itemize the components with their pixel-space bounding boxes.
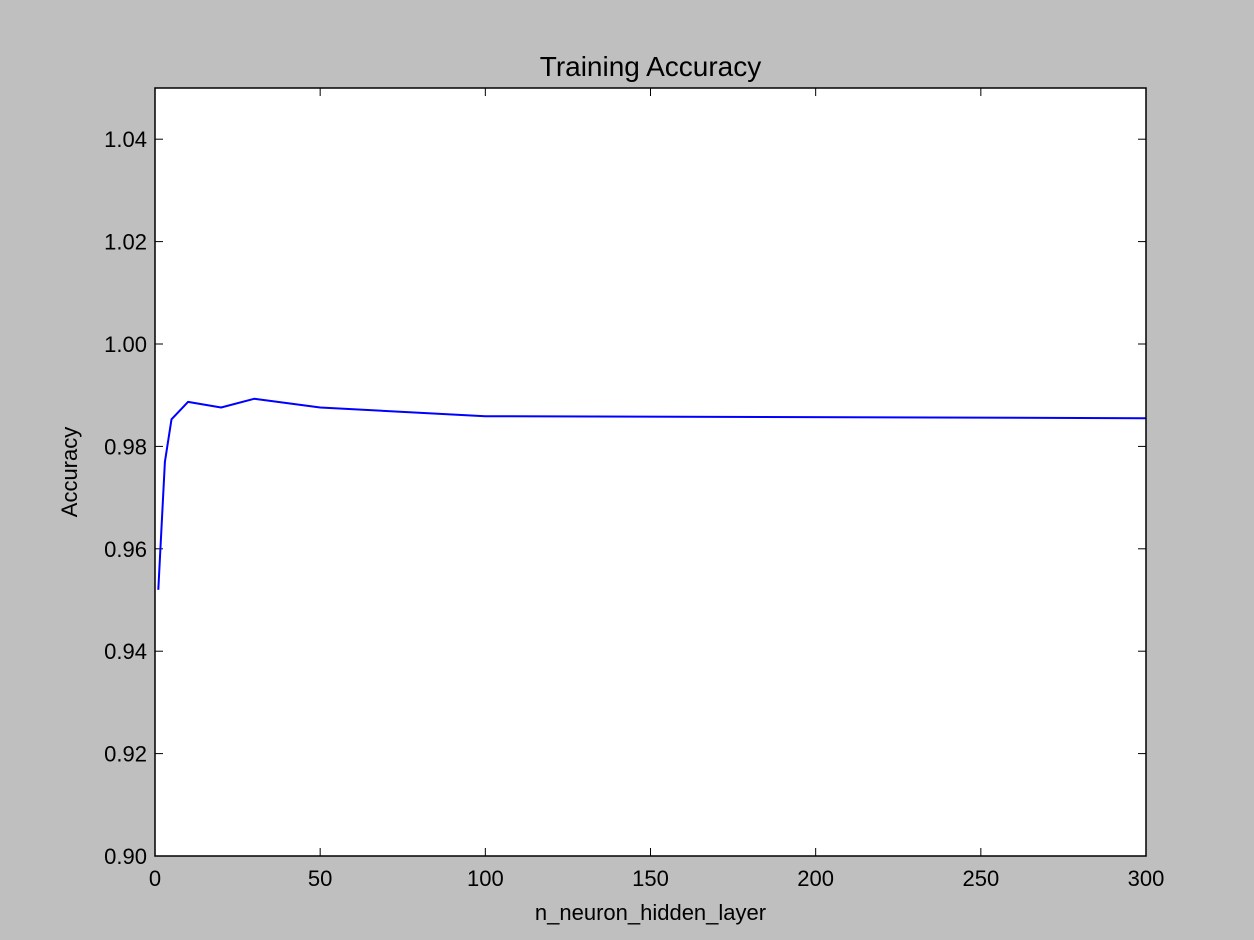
plot-frame xyxy=(154,87,1147,857)
x-tick-label: 150 xyxy=(632,866,669,891)
y-axis-label: Accuracy xyxy=(57,427,82,517)
x-tick-label: 300 xyxy=(1128,866,1165,891)
y-tick-label: 1.02 xyxy=(104,230,147,255)
y-tick-label: 0.90 xyxy=(104,844,147,869)
y-tick-label: 0.96 xyxy=(104,537,147,562)
plot-area xyxy=(155,88,1146,856)
y-tick-label: 1.04 xyxy=(104,127,147,152)
series-line xyxy=(157,397,1147,590)
x-tick-label: 100 xyxy=(467,866,504,891)
tick-labels: 0 50 100 150 200 250 300 0.90 0.92 0.94 0.96 0.98 1.… xyxy=(104,127,1164,891)
y-tick-label: 1.00 xyxy=(104,332,147,357)
y-tick-label: 0.94 xyxy=(104,639,147,664)
x-axis-label: n_neuron_hidden_layer xyxy=(535,900,766,925)
x-tick-label: 0 xyxy=(149,866,161,891)
x-tick-label: 200 xyxy=(797,866,834,891)
x-tick-label: 50 xyxy=(308,866,332,891)
y-tick-label: 0.92 xyxy=(104,742,147,767)
y-tick-label: 0.98 xyxy=(104,434,147,459)
x-tick-label: 250 xyxy=(962,866,999,891)
series-layer xyxy=(157,397,1147,590)
chart-title: Training Accuracy xyxy=(540,51,762,82)
